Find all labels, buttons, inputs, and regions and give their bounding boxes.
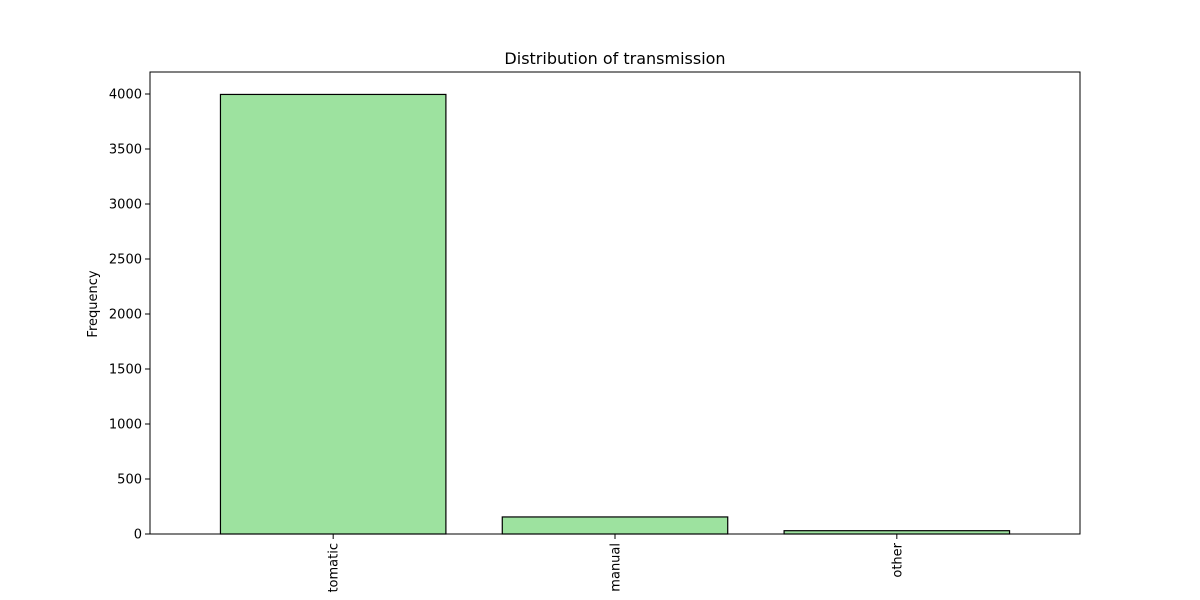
x-tick-label: other <box>890 542 905 577</box>
y-axis-ticks: 0 500 1000 1500 2000 2500 3000 3500 4000 <box>109 88 150 543</box>
x-axis-ticks: tomatic manual other <box>327 534 905 593</box>
x-tick-label: manual <box>609 543 624 592</box>
y-axis-label: Frequency <box>86 270 101 337</box>
y-tick-label: 2000 <box>109 308 142 323</box>
chart-title: Distribution of transmission <box>504 49 725 68</box>
y-tick-label: 3500 <box>109 143 142 158</box>
y-tick-label: 3000 <box>109 198 142 213</box>
bar-tomatic <box>219 93 447 535</box>
y-tick-label: 0 <box>134 528 142 543</box>
y-tick-label: 1000 <box>109 418 142 433</box>
bars <box>219 93 1011 535</box>
y-tick-label: 4000 <box>109 88 142 103</box>
x-tick-label: tomatic <box>327 543 342 593</box>
y-tick-label: 2500 <box>109 253 142 268</box>
y-tick-label: 1500 <box>109 363 142 378</box>
bar-manual <box>501 516 729 535</box>
plot-frame <box>149 71 1081 535</box>
y-tick-label: 500 <box>117 473 142 488</box>
